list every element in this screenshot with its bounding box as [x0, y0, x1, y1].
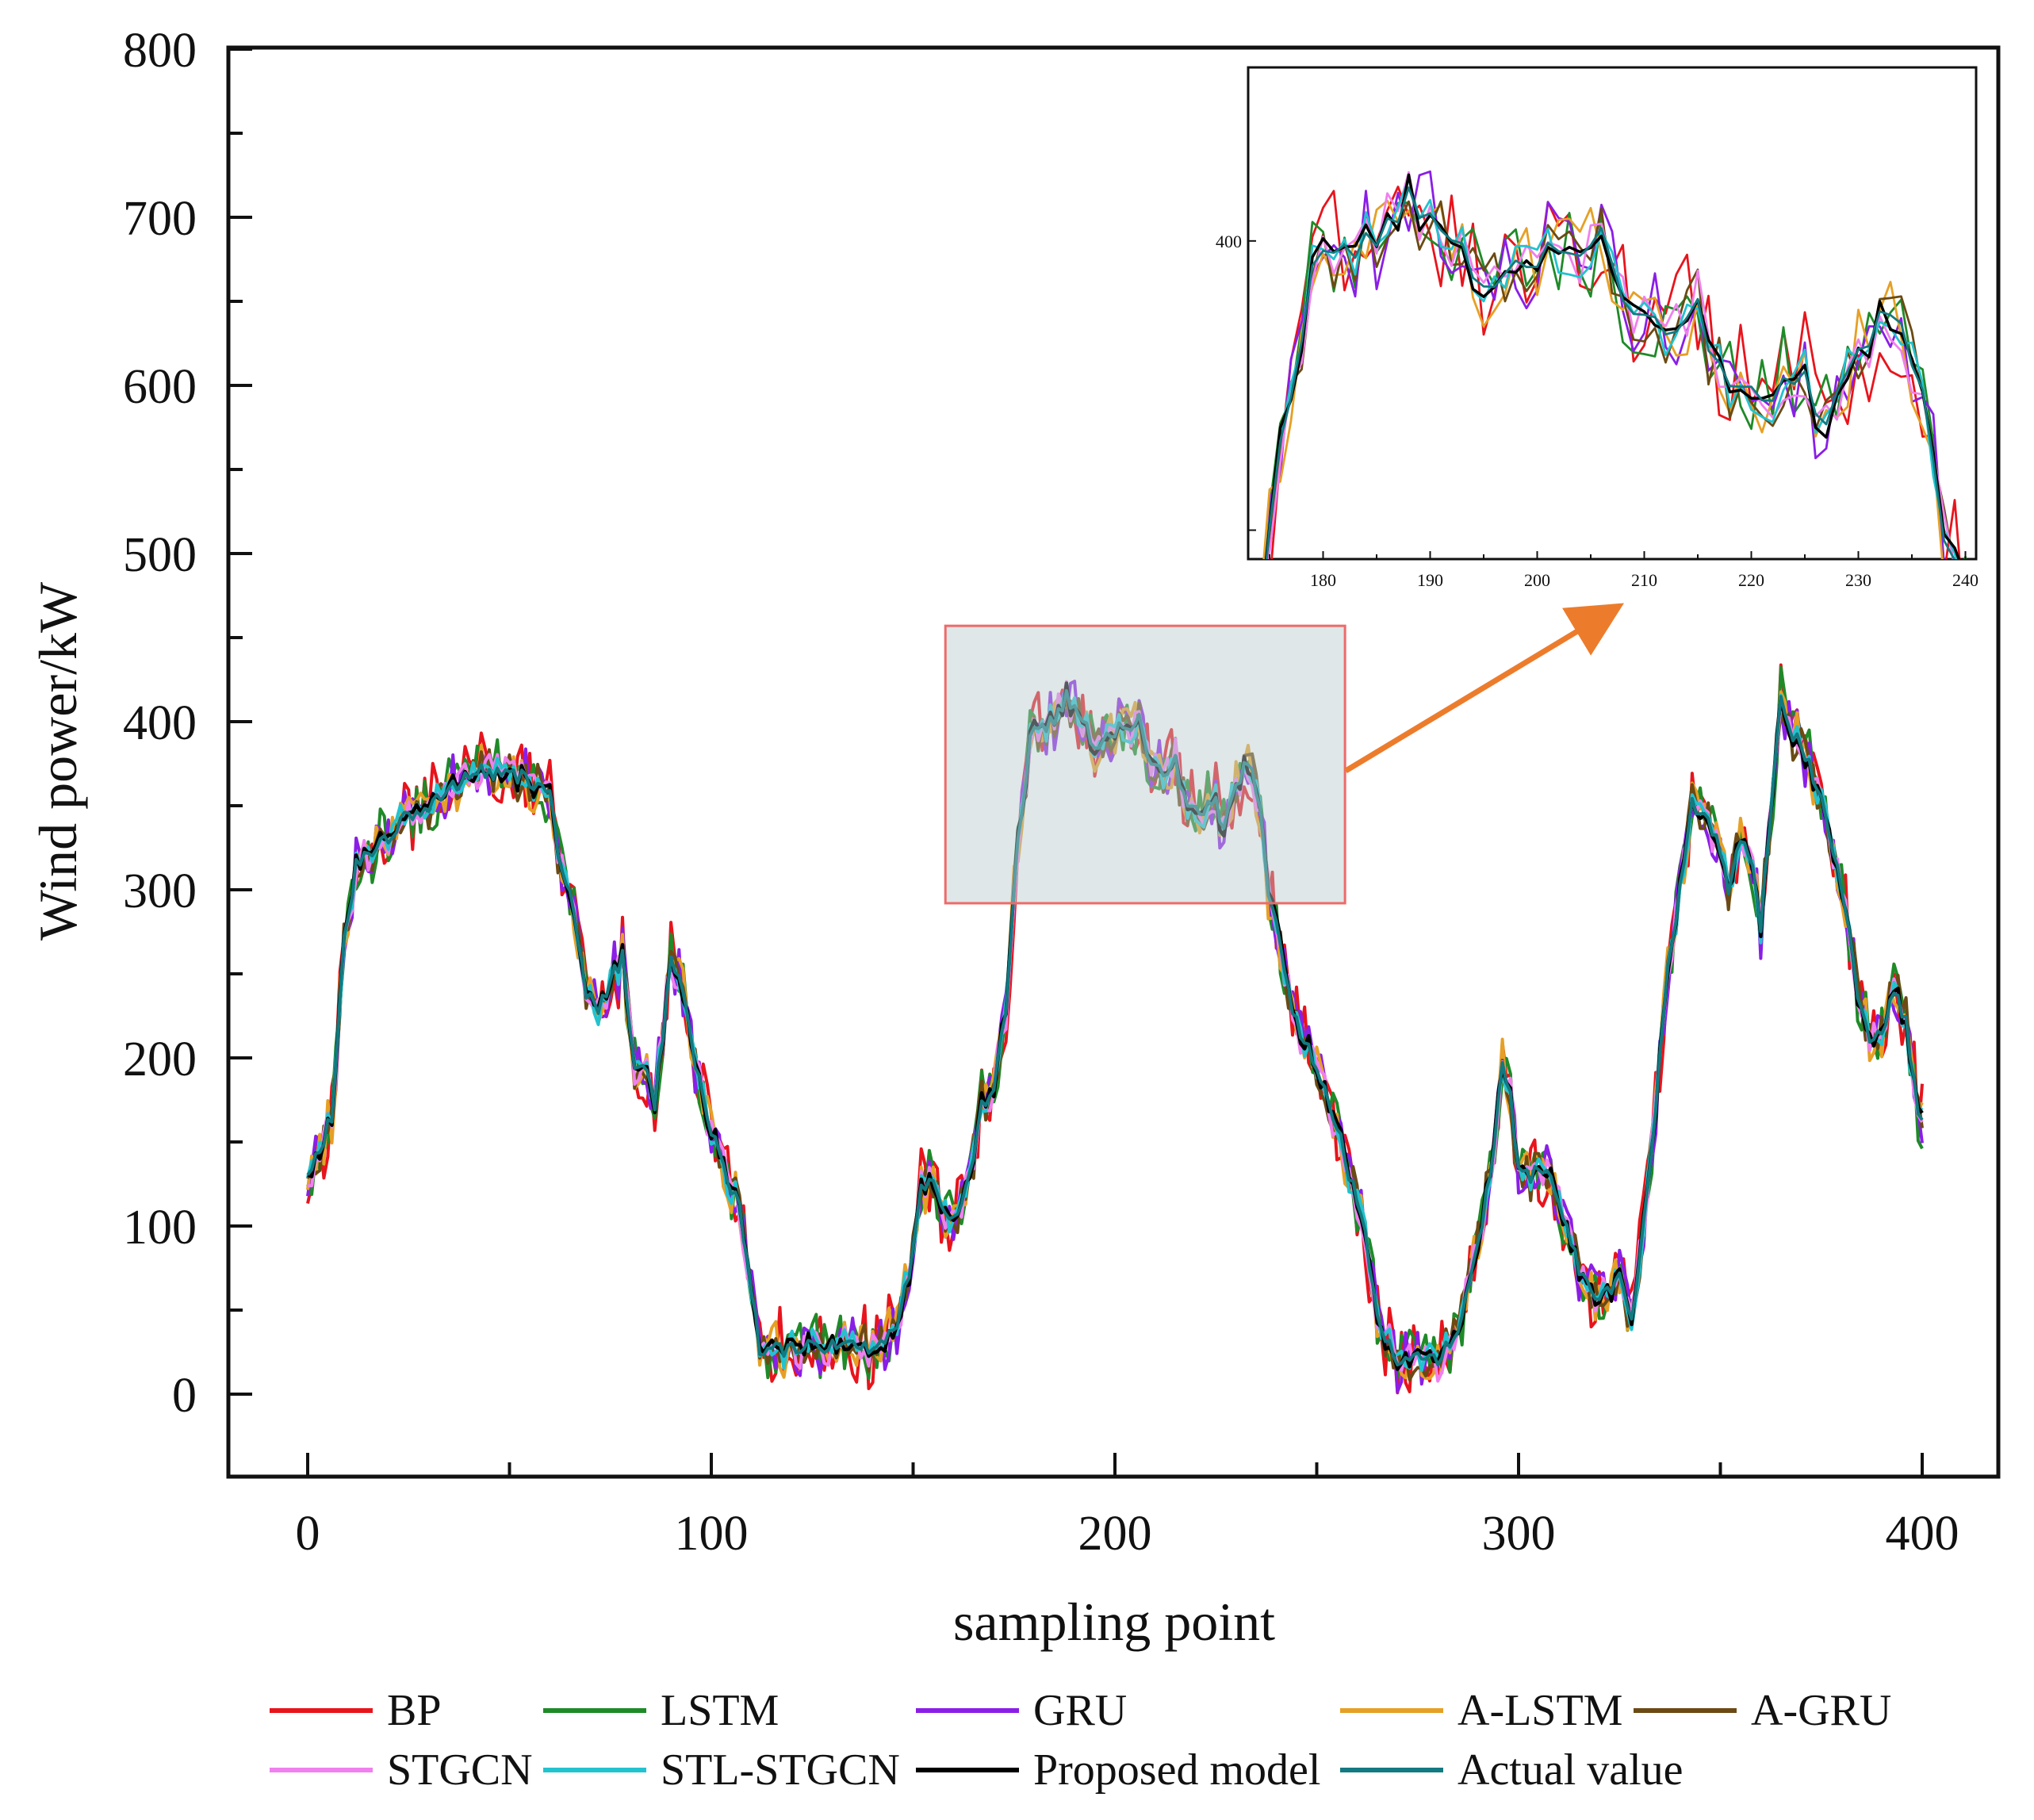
legend-label: Actual value — [1458, 1745, 1684, 1795]
main-series-group — [306, 663, 1924, 1395]
y-tick-label: 100 — [123, 1201, 197, 1255]
inset-x-tick-label: 180 — [1310, 570, 1336, 590]
inset-x-tick-label: 220 — [1738, 570, 1764, 590]
y-tick-label: 700 — [123, 192, 197, 246]
inset-series-line — [1264, 173, 1961, 559]
series-line — [306, 688, 1924, 1367]
inset-x-tick-label: 210 — [1631, 570, 1657, 590]
legend-label: LSTM — [661, 1686, 779, 1735]
inset-x-tick-label: 230 — [1845, 570, 1871, 590]
x-tick-label: 400 — [1886, 1507, 1959, 1561]
inset-axis-tick-labels: 180 190 200 210 220 230 240 400 — [1216, 232, 1978, 590]
legend-label: Proposed model — [1033, 1745, 1320, 1795]
inset-series-line — [1262, 199, 1944, 559]
y-tick-label: 500 — [123, 528, 197, 582]
y-tick-label: 800 — [123, 24, 197, 78]
legend-label: BP — [387, 1686, 442, 1735]
x-tick-label: 100 — [675, 1507, 749, 1561]
inset-x-tick-label: 190 — [1417, 570, 1443, 590]
y-tick-label: 600 — [123, 360, 197, 414]
y-tick-label: 0 — [172, 1369, 197, 1423]
y-tick-label: 200 — [123, 1033, 197, 1086]
zoom-highlight-box — [944, 624, 1346, 905]
main-axis-tick-labels: 0 100 200 300 400 0 100 200 300 400 500 600 700 800 — [123, 24, 1959, 1561]
legend-label: GRU — [1033, 1686, 1127, 1735]
x-axis-title: sampling point — [953, 1592, 1275, 1652]
inset-series-line — [1265, 186, 1955, 559]
x-tick-label: 200 — [1078, 1507, 1152, 1561]
legend-label: A-LSTM — [1458, 1686, 1622, 1735]
y-tick-label: 400 — [123, 696, 197, 750]
legend-label: A-GRU — [1751, 1686, 1891, 1735]
legend-label: STGCN — [387, 1745, 533, 1795]
inset-axis-ticks — [1248, 239, 1967, 559]
zoom-arrow — [1344, 603, 1624, 773]
inset-x-tick-label: 200 — [1524, 570, 1550, 590]
inset-frame — [1247, 66, 1978, 561]
y-tick-label: 300 — [123, 864, 197, 918]
y-axis-title: Wind power/kW — [28, 581, 88, 941]
main-axis-ticks — [228, 48, 1924, 1477]
legend: BP LSTM GRU A-LSTM A-GRU STGCN STL-STGCN Propos… — [270, 1686, 1891, 1795]
inset-y-tick-label: 400 — [1216, 232, 1242, 251]
x-tick-label: 300 — [1482, 1507, 1556, 1561]
x-tick-label: 0 — [296, 1507, 320, 1561]
inset-x-tick-label: 240 — [1952, 570, 1978, 590]
inset-series-group — [1262, 170, 1967, 559]
legend-label: STL-STGCN — [661, 1745, 900, 1795]
